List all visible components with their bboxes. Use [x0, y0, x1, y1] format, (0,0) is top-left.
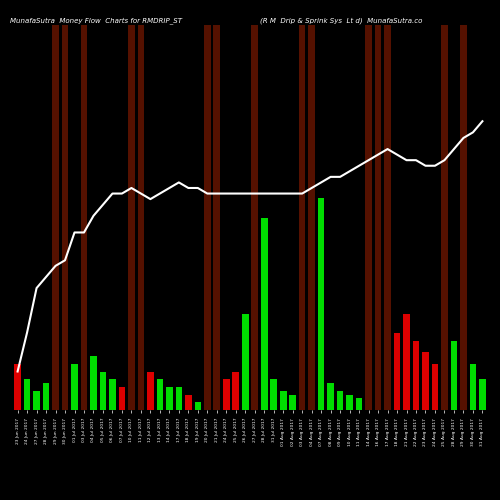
Bar: [412, 340, 420, 410]
Bar: [90, 356, 97, 410]
Bar: [166, 387, 172, 410]
Bar: [185, 394, 192, 410]
Bar: [328, 383, 334, 410]
Bar: [432, 364, 438, 410]
Text: MunafaSutra  Money Flow  Charts for RMDRIP_ST: MunafaSutra Money Flow Charts for RMDRIP…: [10, 18, 182, 24]
Bar: [290, 394, 296, 410]
Bar: [394, 333, 400, 410]
Bar: [460, 25, 467, 410]
Text: (R M  Drip & Sprink Sys  Lt d)  MunafaSutra.co: (R M Drip & Sprink Sys Lt d) MunafaSutra…: [260, 18, 422, 24]
Bar: [14, 364, 21, 410]
Bar: [337, 391, 344, 410]
Bar: [100, 372, 106, 410]
Bar: [128, 25, 134, 410]
Bar: [318, 198, 324, 410]
Bar: [374, 25, 382, 410]
Bar: [422, 352, 429, 410]
Bar: [403, 314, 410, 410]
Bar: [109, 379, 116, 410]
Bar: [204, 25, 210, 410]
Bar: [62, 25, 68, 410]
Bar: [346, 394, 353, 410]
Bar: [52, 25, 59, 410]
Bar: [214, 25, 220, 410]
Bar: [24, 379, 30, 410]
Bar: [176, 387, 182, 410]
Bar: [479, 379, 486, 410]
Bar: [366, 25, 372, 410]
Bar: [118, 387, 126, 410]
Bar: [223, 379, 230, 410]
Bar: [356, 398, 362, 410]
Bar: [280, 391, 286, 410]
Bar: [299, 25, 306, 410]
Bar: [156, 379, 163, 410]
Bar: [42, 383, 50, 410]
Bar: [232, 372, 239, 410]
Bar: [261, 218, 268, 410]
Bar: [71, 364, 78, 410]
Bar: [138, 25, 144, 410]
Bar: [147, 372, 154, 410]
Bar: [252, 25, 258, 410]
Bar: [270, 379, 277, 410]
Bar: [470, 364, 476, 410]
Bar: [441, 25, 448, 410]
Bar: [384, 25, 391, 410]
Bar: [242, 314, 248, 410]
Bar: [80, 25, 87, 410]
Bar: [450, 340, 458, 410]
Bar: [194, 402, 201, 410]
Bar: [308, 25, 315, 410]
Bar: [33, 391, 40, 410]
